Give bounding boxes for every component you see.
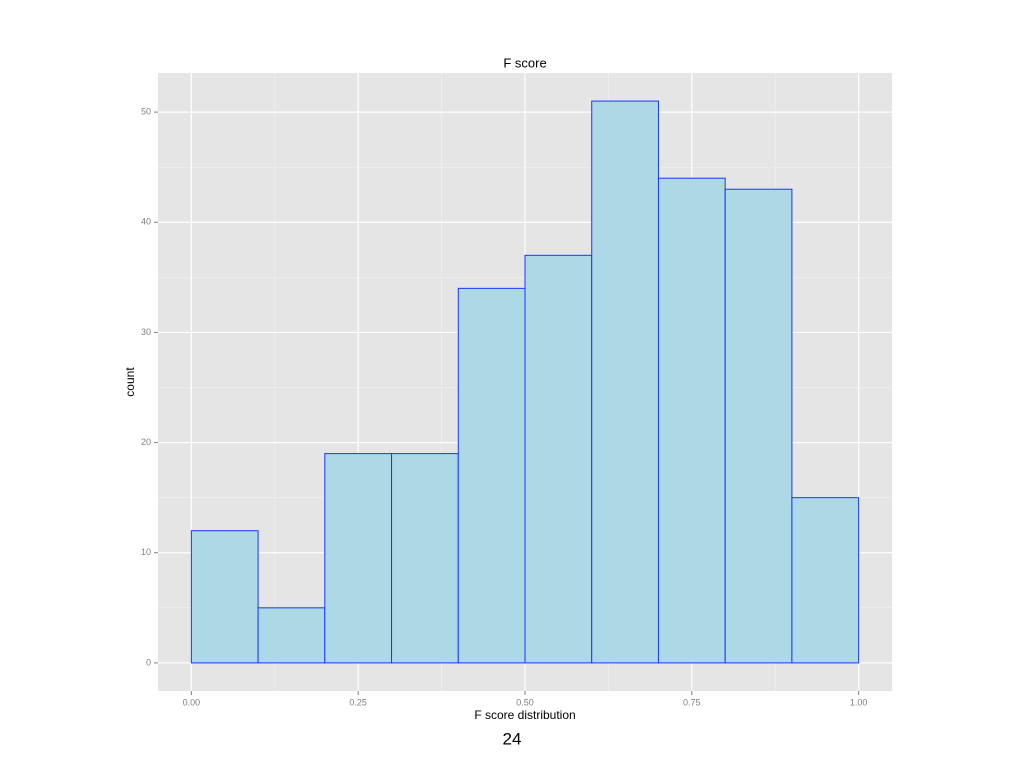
- y-axis-label: count: [123, 367, 137, 397]
- y-tick-label: 30: [141, 327, 151, 337]
- y-tick-label: 0: [146, 657, 151, 667]
- page-number: 24: [503, 729, 522, 748]
- bar: [657, 177, 726, 664]
- bar: [324, 453, 393, 664]
- bar: [257, 607, 326, 664]
- bar: [791, 497, 860, 664]
- bar: [391, 453, 459, 664]
- x-tick-label: 0.00: [183, 697, 201, 707]
- x-tick-label: 0.25: [349, 697, 367, 707]
- x-tick-label: 1.00: [850, 697, 868, 707]
- bar: [591, 100, 659, 664]
- y-tick-label: 20: [141, 437, 151, 447]
- y-tick-label: 10: [141, 547, 151, 557]
- x-tick-label: 0.75: [683, 697, 701, 707]
- bar: [524, 254, 593, 664]
- bar: [457, 287, 526, 664]
- y-tick-label: 50: [141, 106, 151, 116]
- x-tick-label: 0.50: [516, 697, 534, 707]
- bar: [724, 188, 793, 664]
- y-tick-label: 40: [141, 217, 151, 227]
- chart-title: F score: [503, 55, 546, 70]
- bar: [190, 530, 259, 664]
- x-axis-label: F score distribution: [474, 708, 575, 722]
